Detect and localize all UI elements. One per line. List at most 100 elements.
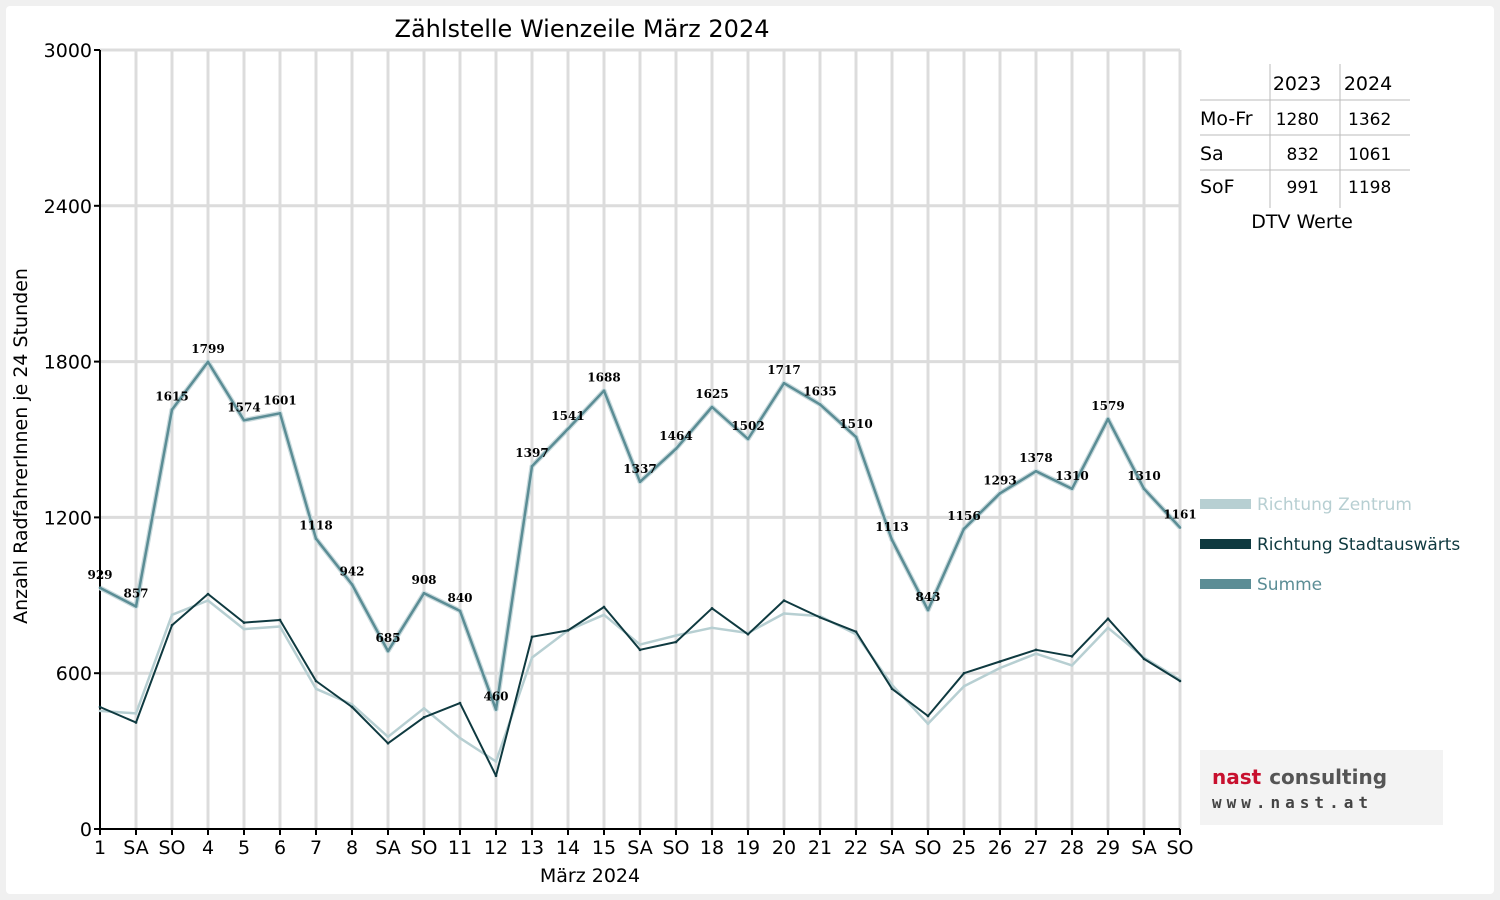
- dtv-sa-2024: 1061: [1348, 145, 1391, 165]
- data-point: [494, 774, 498, 778]
- data-point: [1070, 655, 1074, 658]
- data-point: [746, 437, 750, 441]
- x-tick-label: 29: [1096, 837, 1120, 859]
- data-point: [710, 606, 714, 610]
- data-point: [962, 671, 966, 675]
- data-point: [278, 411, 282, 415]
- x-tick-label: 20: [772, 837, 796, 859]
- data-point: [278, 625, 282, 628]
- legend: Richtung Zentrum Richtung Stadtauswärts …: [1200, 495, 1460, 595]
- x-tick-label: 19: [736, 837, 760, 859]
- legend-item-zentrum: Richtung Zentrum: [1200, 495, 1412, 515]
- data-label: 1799: [191, 342, 224, 356]
- dtv-header-2023: 2023: [1273, 73, 1321, 95]
- dtv-mofr-2023: 1280: [1276, 110, 1319, 130]
- data-point: [242, 621, 246, 624]
- x-tick-label: 22: [844, 837, 868, 859]
- data-label: 1574: [227, 400, 260, 414]
- data-point: [926, 722, 930, 726]
- data-point: [242, 627, 246, 631]
- x-tick-label: 7: [310, 837, 322, 859]
- data-label: 1625: [695, 387, 728, 401]
- data-point: [1106, 617, 1110, 620]
- x-tick-label: 6: [274, 837, 286, 859]
- company-logo: nast consulting www.nast.at: [1200, 750, 1443, 825]
- x-tick-label: 25: [952, 837, 976, 859]
- data-point: [170, 623, 174, 627]
- data-point: [1034, 469, 1038, 473]
- data-point: [926, 608, 930, 612]
- data-point: [998, 660, 1002, 663]
- x-tick-label: SA: [1131, 837, 1156, 859]
- x-tick-label: 5: [238, 837, 250, 859]
- data-point: [1178, 526, 1182, 529]
- data-label: 1601: [263, 393, 296, 407]
- data-point: [134, 605, 138, 608]
- legend-swatch-stadtauswaerts: [1200, 539, 1251, 549]
- y-tick-label: 0: [80, 819, 92, 841]
- dtv-table: 2023 2024 Mo-Fr 1280 1362 Sa 832 1061 So…: [1200, 64, 1410, 233]
- data-point: [998, 666, 1002, 670]
- data-point: [674, 634, 678, 637]
- data-point: [746, 632, 750, 636]
- data-point: [1142, 657, 1146, 661]
- data-point: [314, 679, 318, 683]
- x-tick-label: 28: [1060, 837, 1084, 859]
- data-point: [98, 705, 102, 709]
- data-point: [170, 613, 174, 617]
- data-label: 1378: [1019, 451, 1052, 465]
- series-summe: [98, 359, 1182, 713]
- x-tick-label: 1: [94, 837, 106, 859]
- legend-label-zentrum: Richtung Zentrum: [1257, 495, 1412, 515]
- data-point: [890, 683, 894, 687]
- legend-swatch-zentrum: [1200, 499, 1251, 509]
- data-point: [98, 586, 102, 590]
- x-tick-label: SA: [879, 837, 904, 859]
- data-point: [242, 418, 246, 422]
- data-point: [998, 491, 1002, 495]
- data-point: [386, 649, 390, 653]
- data-point: [1070, 664, 1074, 667]
- data-label: 1615: [155, 390, 188, 404]
- x-tick-label: SO: [662, 837, 689, 859]
- logo-consulting: consulting: [1269, 765, 1387, 789]
- data-point: [530, 464, 534, 468]
- x-tick-label: 26: [988, 837, 1012, 859]
- data-point: [422, 716, 426, 719]
- data-point: [530, 656, 534, 659]
- data-point: [1178, 679, 1182, 683]
- chart-frame: Zählstelle Wienzeile März 2024 0 600 1200 1…: [6, 6, 1494, 894]
- dtv-mofr-2024: 1362: [1348, 110, 1391, 130]
- data-label: 1293: [983, 473, 1016, 487]
- y-tick-label: 3000: [44, 40, 92, 62]
- data-point: [566, 427, 570, 431]
- x-tick-label: SA: [627, 837, 652, 859]
- data-label: 1156: [947, 509, 980, 523]
- data-point: [1106, 626, 1110, 630]
- data-label: 1337: [623, 462, 656, 476]
- x-tick-label: 11: [448, 837, 472, 859]
- data-point: [1034, 652, 1038, 656]
- y-tick-label: 2400: [44, 196, 92, 218]
- legend-item-summe: Summe: [1200, 575, 1322, 595]
- legend-label-stadtauswaerts: Richtung Stadtauswärts: [1257, 535, 1460, 555]
- x-tick-label: 18: [700, 837, 724, 859]
- x-tick-label: 8: [346, 837, 358, 859]
- data-point: [710, 405, 714, 409]
- logo-text: nast consulting: [1212, 765, 1387, 789]
- axes: 0 600 1200 1800 2400 3000 1 SA SO 4 5 6 7 8 SA SO 11 12 13…: [44, 40, 1194, 859]
- data-point: [386, 735, 390, 739]
- y-axis-label: Anzahl RadfahrerInnen je 24 Stunden: [10, 268, 32, 624]
- x-tick-label: 4: [202, 837, 214, 859]
- data-point: [494, 760, 498, 763]
- data-point: [350, 705, 354, 709]
- data-point: [170, 408, 174, 411]
- data-point: [674, 640, 678, 644]
- data-label: 1113: [875, 520, 908, 534]
- data-point: [962, 527, 966, 531]
- x-tick-label: SO: [410, 837, 437, 859]
- y-tick-label: 600: [56, 663, 92, 685]
- data-point: [602, 613, 606, 617]
- y-tick-label: 1200: [44, 507, 92, 529]
